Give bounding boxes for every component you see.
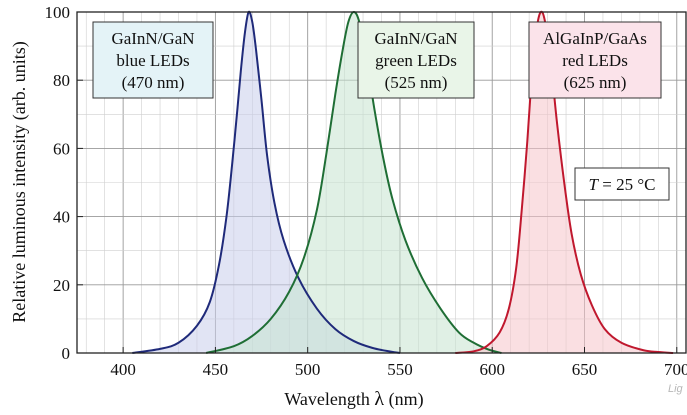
- label-box-green: GaInN/GaN green LEDs (525 nm): [357, 21, 475, 99]
- watermark-text: Lig: [668, 383, 684, 395]
- y-tick-label: 0: [62, 344, 71, 363]
- series-line-blue: [132, 10, 401, 354]
- y-axis-label: Relative luminous intensity (arb. units): [9, 41, 30, 322]
- plot-frame: [76, 11, 687, 354]
- x-tick-label: 600: [479, 360, 505, 379]
- label-green-line2: green LEDs: [375, 51, 457, 70]
- series-area-blue: [132, 11, 400, 354]
- y-tick-label: 80: [53, 71, 70, 90]
- y-tick-label: 20: [53, 276, 70, 295]
- series-lines: [132, 10, 674, 354]
- temperature-label: T = 25 °C: [589, 175, 656, 194]
- x-tick-label: 700: [664, 360, 687, 379]
- label-box-blue: GaInN/GaN blue LEDs (470 nm): [92, 21, 214, 99]
- x-tick-label: 500: [295, 360, 321, 379]
- temperature-annotation: T = 25 °C: [574, 167, 670, 201]
- series-area-red: [455, 11, 674, 354]
- series-line-red: [455, 10, 674, 354]
- y-tick-label: 40: [53, 208, 70, 227]
- label-red-line1: AlGaInP/GaAs: [543, 29, 647, 48]
- label-blue-line1: GaInN/GaN: [111, 29, 194, 48]
- x-axis-label: Wavelength λ (nm): [284, 388, 423, 410]
- x-tick-label: 400: [110, 360, 136, 379]
- label-blue-line2: blue LEDs: [116, 51, 189, 70]
- x-tick-label: 450: [203, 360, 229, 379]
- label-blue-line3: (470 nm): [122, 73, 185, 92]
- label-red-line3: (625 nm): [564, 73, 627, 92]
- label-green-line1: GaInN/GaN: [374, 29, 457, 48]
- x-tick-label: 550: [387, 360, 413, 379]
- label-green-line3: (525 nm): [385, 73, 448, 92]
- y-tick-label: 60: [53, 139, 70, 158]
- series-area-green: [206, 12, 502, 353]
- label-red-line2: red LEDs: [562, 51, 628, 70]
- x-tick-labels: 400 450 500 550 600 650 700: [110, 347, 687, 379]
- y-tick-label: 100: [45, 3, 71, 22]
- series-line-green: [205, 10, 502, 354]
- x-tick-label: 650: [572, 360, 598, 379]
- series-areas: [132, 11, 674, 354]
- y-tick-labels: 0 20 40 60 80 100: [45, 3, 83, 363]
- label-box-red: AlGaInP/GaAs red LEDs (625 nm): [528, 21, 662, 99]
